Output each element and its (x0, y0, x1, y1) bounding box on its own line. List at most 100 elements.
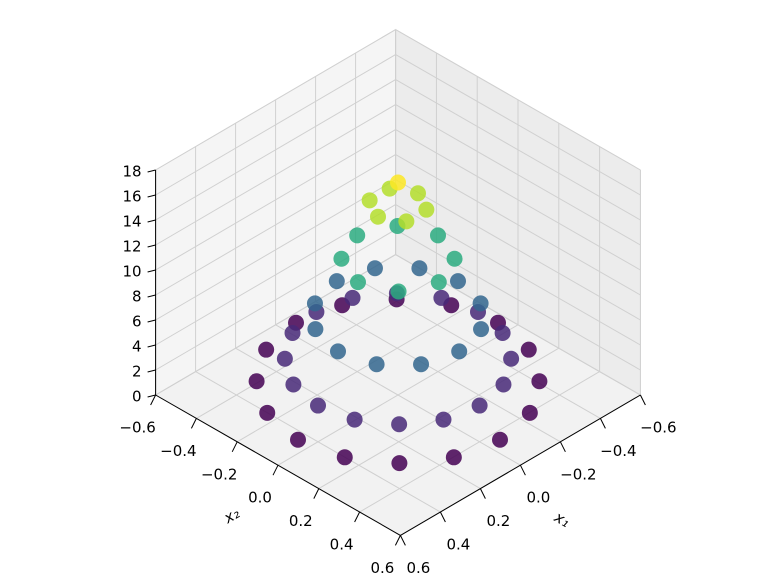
x-tick-label: −0.6 (640, 419, 676, 437)
point (390, 174, 406, 191)
z-tick-label: 10 (123, 263, 142, 281)
point (328, 273, 345, 290)
x-tick-label: 0.0 (526, 489, 550, 507)
point (430, 274, 447, 291)
point (248, 373, 265, 390)
x-tick (479, 488, 486, 499)
point (390, 283, 407, 300)
z-tick-label: 18 (123, 163, 142, 181)
point (411, 260, 428, 277)
point (284, 325, 301, 342)
x-tick (559, 441, 566, 453)
point (333, 250, 350, 267)
y-tick-label: 0.6 (370, 559, 394, 577)
z-tick-label: 2 (132, 363, 142, 381)
x-tick-label: 0.2 (486, 512, 510, 530)
point (451, 343, 468, 360)
point (306, 295, 323, 312)
y-tick (150, 394, 157, 406)
point (398, 213, 415, 230)
point (521, 404, 538, 421)
point (290, 431, 306, 448)
x-tick (439, 511, 446, 523)
grid-line (395, 154, 641, 296)
x-tick (399, 535, 406, 546)
grid-line (155, 29, 396, 171)
point (310, 397, 326, 414)
z-tick (147, 194, 156, 198)
point (446, 250, 463, 267)
point (370, 208, 386, 225)
z-tick (147, 294, 156, 298)
point (433, 289, 450, 306)
grid-line (359, 371, 600, 513)
point (410, 185, 426, 202)
grid-line (395, 129, 641, 271)
y-tick (231, 441, 238, 453)
point (531, 373, 548, 390)
z-tick (147, 344, 156, 348)
point (450, 273, 466, 290)
z-tick (147, 219, 156, 223)
point (445, 449, 462, 466)
grid-line (395, 104, 641, 246)
point (391, 455, 408, 472)
y-tick (354, 511, 361, 523)
grid-line (155, 54, 396, 196)
point (346, 411, 363, 428)
z-tick (147, 394, 156, 398)
point (495, 376, 512, 393)
grid-line (155, 179, 396, 321)
point (368, 356, 385, 373)
grid-line (155, 79, 396, 221)
point (350, 274, 366, 291)
grid-line (155, 229, 396, 371)
x-axis-label: x₁ (550, 508, 573, 532)
y-axis-label: x₂ (220, 504, 243, 528)
grid-line (395, 179, 641, 321)
grid-line (395, 29, 641, 171)
point (259, 404, 276, 421)
point (330, 343, 346, 360)
axis-line (155, 394, 401, 536)
z-tick-label: 16 (123, 188, 142, 206)
point (361, 192, 378, 209)
z-tick (147, 369, 156, 373)
grid-line (395, 54, 641, 196)
x-tick-label: −0.2 (560, 465, 596, 483)
x-tick (519, 464, 526, 476)
point (258, 341, 275, 358)
point (366, 260, 383, 277)
y-tick-label: −0.4 (160, 442, 196, 460)
point (435, 411, 452, 428)
y-tick-label: 0.4 (330, 536, 354, 554)
z-tick-label: 6 (132, 313, 142, 331)
z-tick-label: 4 (132, 338, 142, 356)
point (344, 289, 361, 306)
point (472, 295, 489, 312)
z-tick-label: 0 (132, 388, 142, 406)
point (503, 350, 520, 367)
y-tick (190, 418, 197, 429)
point (285, 376, 302, 393)
x-tick-label: 0.4 (446, 536, 470, 554)
y-tick-label: 0.2 (289, 512, 313, 530)
point (276, 350, 293, 367)
z-tick-label: 8 (132, 288, 142, 306)
x-tick-label: 0.6 (406, 559, 430, 577)
z-tick (147, 169, 156, 173)
y-tick (394, 535, 401, 546)
x-tick (639, 394, 646, 406)
point (492, 431, 508, 448)
y-tick-label: −0.2 (201, 465, 237, 483)
point (520, 341, 537, 358)
point (307, 321, 324, 338)
axis-line (400, 394, 641, 536)
x-tick (599, 418, 606, 429)
point (391, 416, 408, 433)
grid-line (155, 129, 396, 271)
point (430, 227, 446, 244)
z-tick (147, 244, 156, 248)
point (336, 449, 353, 466)
y-tick (272, 464, 279, 476)
